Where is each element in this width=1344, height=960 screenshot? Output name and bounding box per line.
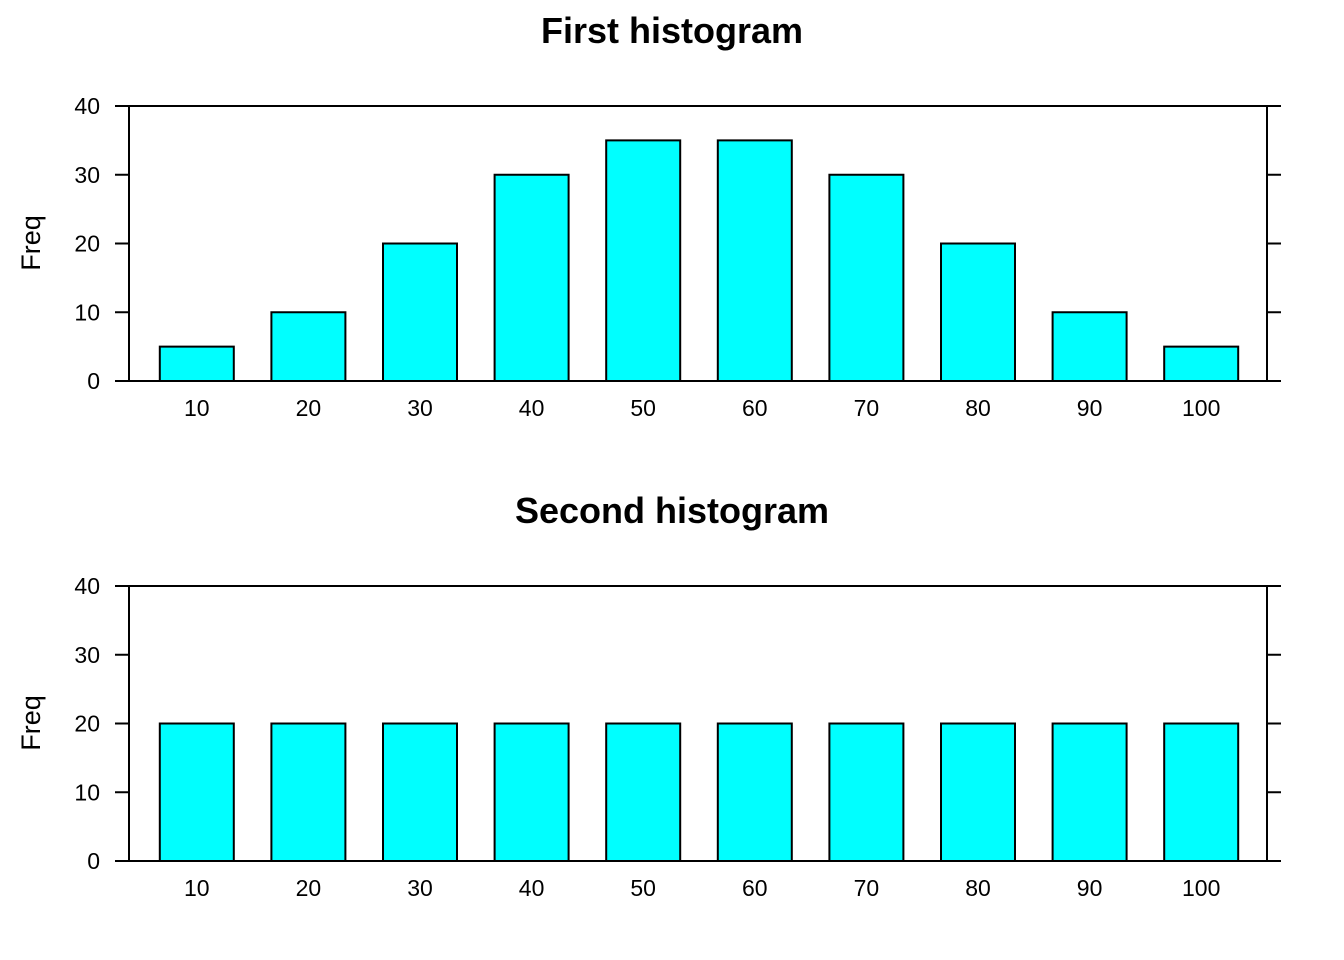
x-tick-label: 50 bbox=[630, 875, 656, 901]
y-tick-label: 10 bbox=[74, 299, 100, 325]
histogram-bar bbox=[382, 242, 458, 382]
y-axis-label: Freq bbox=[16, 215, 46, 271]
y-axis-label: Freq bbox=[16, 695, 46, 751]
histogram-bar bbox=[493, 722, 570, 862]
y-tick-label: 20 bbox=[74, 231, 100, 257]
histogram-bar bbox=[270, 722, 347, 862]
histogram-bar bbox=[605, 139, 682, 382]
x-tick-label: 30 bbox=[407, 395, 433, 421]
histogram-bar bbox=[1051, 311, 1128, 382]
x-tick-label: 100 bbox=[1182, 395, 1220, 421]
histogram-bar bbox=[716, 722, 793, 862]
y-tick-label: 40 bbox=[74, 573, 100, 599]
histogram-bar bbox=[940, 242, 1016, 382]
chart-panel-second: Second histogram Freq 0 10 20 30 40 10 20 30 40 5… bbox=[16, 490, 1281, 901]
y-tick-label: 0 bbox=[87, 848, 100, 874]
histogram-bar bbox=[828, 173, 905, 382]
x-tick-label: 70 bbox=[854, 395, 880, 421]
histogram-bar bbox=[382, 722, 458, 862]
x-tick-label: 10 bbox=[184, 395, 210, 421]
histogram-bar bbox=[1051, 722, 1128, 862]
chart-title: First histogram bbox=[541, 10, 803, 51]
y-tick-label: 20 bbox=[74, 711, 100, 737]
x-tick-label: 100 bbox=[1182, 875, 1220, 901]
plot-area: 0 10 20 30 40 10 20 30 40 50 60 70 80 90 100 bbox=[74, 573, 1281, 901]
x-tick-label: 80 bbox=[965, 875, 991, 901]
histogram-bar bbox=[158, 345, 235, 382]
y-tick-label: 30 bbox=[74, 642, 100, 668]
y-tick-label: 0 bbox=[87, 368, 100, 394]
x-tick-label: 30 bbox=[407, 875, 433, 901]
x-tick-label: 20 bbox=[296, 395, 322, 421]
histogram-bar bbox=[716, 139, 793, 382]
histogram-bar bbox=[158, 722, 235, 862]
histogram-bar bbox=[270, 311, 347, 382]
chart-title: Second histogram bbox=[515, 490, 829, 531]
histogram-bar bbox=[605, 722, 682, 862]
x-tick-label: 60 bbox=[742, 875, 768, 901]
histogram-bar bbox=[493, 173, 570, 382]
x-tick-label: 90 bbox=[1077, 875, 1103, 901]
x-tick-label: 90 bbox=[1077, 395, 1103, 421]
plot-area: 0 10 20 30 40 10 20 30 40 50 60 70 80 90 100 bbox=[74, 93, 1281, 421]
y-tick-label: 10 bbox=[74, 779, 100, 805]
histogram-bar bbox=[1163, 722, 1240, 862]
y-tick-label: 30 bbox=[74, 162, 100, 188]
x-tick-label: 70 bbox=[854, 875, 880, 901]
x-tick-label: 80 bbox=[965, 395, 991, 421]
x-tick-label: 60 bbox=[742, 395, 768, 421]
histogram-bar bbox=[940, 722, 1016, 862]
histogram-bar bbox=[1163, 345, 1240, 382]
x-tick-label: 40 bbox=[519, 875, 545, 901]
x-tick-label: 10 bbox=[184, 875, 210, 901]
x-tick-label: 20 bbox=[296, 875, 322, 901]
histogram-bar bbox=[828, 722, 905, 862]
y-tick-label: 40 bbox=[74, 93, 100, 119]
x-tick-label: 50 bbox=[630, 395, 656, 421]
chart-panel-first: First histogram Freq 0 10 20 30 40 10 20 30 40 50… bbox=[16, 10, 1281, 421]
x-tick-label: 40 bbox=[519, 395, 545, 421]
